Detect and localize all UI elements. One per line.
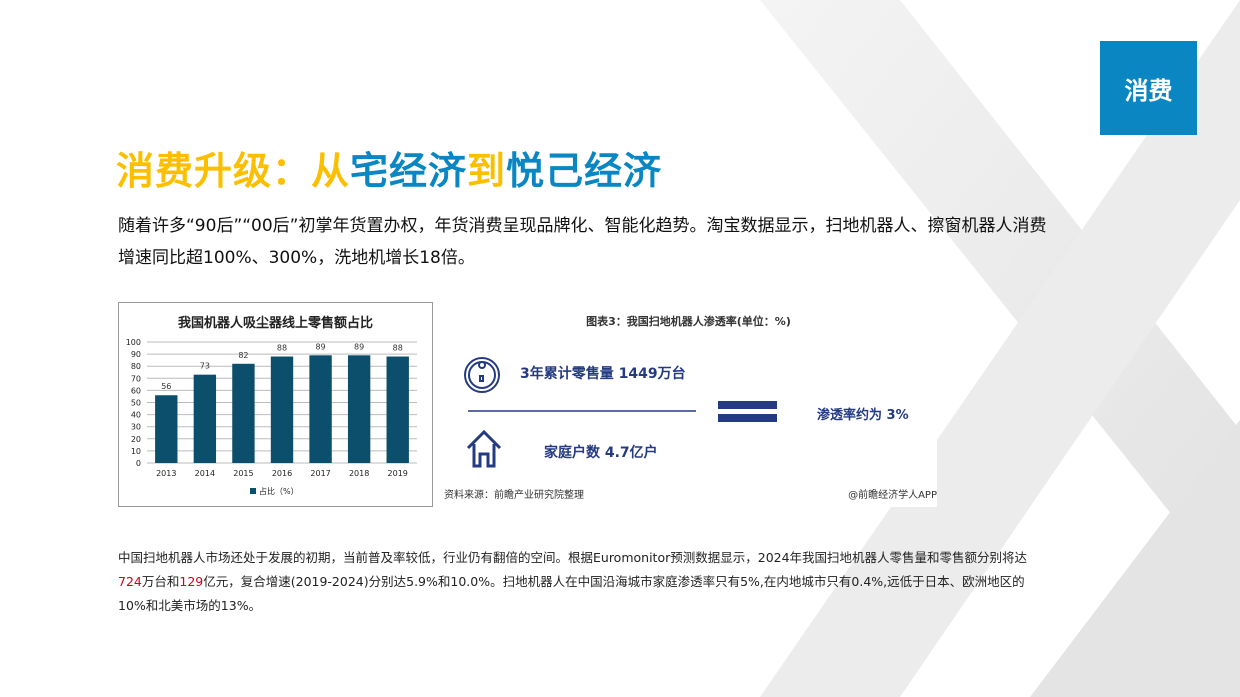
source-text: 资料来源：前瞻产业研究院整理 — [444, 490, 584, 501]
category-tag: 消费 — [1100, 41, 1197, 135]
page-title: 消费升级：从宅经济到悦己经济 — [116, 140, 662, 195]
bar — [270, 356, 294, 463]
highlight-value: 724 — [118, 574, 142, 589]
x-tick-label: 2014 — [195, 469, 215, 478]
y-tick-label: 40 — [131, 411, 141, 420]
house-icon — [466, 429, 502, 468]
x-tick-label: 2015 — [233, 469, 253, 478]
x-tick-label: 2013 — [156, 469, 176, 478]
credit-text: @前瞻经济学人APP — [848, 490, 937, 501]
x-tick-label: 2017 — [310, 469, 330, 478]
data-label: 88 — [393, 344, 403, 353]
data-label: 56 — [161, 382, 171, 391]
penetration-panel: 图表3：我国扫地机器人渗透率(单位：%) 3年累计零售量 1449万台 家庭户数… — [440, 302, 937, 507]
bar — [309, 355, 332, 463]
x-tick-label: 2018 — [349, 469, 369, 478]
data-label: 88 — [277, 344, 287, 353]
title-part: 消费升级：从 — [116, 149, 351, 193]
y-tick-label: 100 — [126, 338, 141, 347]
equals-icon — [718, 401, 777, 422]
y-tick-label: 90 — [131, 350, 141, 359]
robot-vacuum-icon — [464, 357, 500, 393]
data-label: 82 — [238, 351, 248, 360]
y-tick-label: 50 — [131, 399, 141, 408]
footer-text: 中国扫地机器人市场还处于发展的初期，当前普及率较低，行业仍有翻倍的空间。根据Eu… — [118, 550, 1028, 565]
y-tick-label: 30 — [131, 423, 141, 432]
penetration-result: 渗透率约为 3% — [817, 408, 909, 423]
households-text: 家庭户数 4.7亿户 — [544, 445, 658, 461]
bar — [386, 356, 409, 463]
footer-text: 亿元，复合增速(2019-2024)分别达5.9%和10.0%。扫地机器人在中国… — [118, 574, 1025, 613]
footer-text: 万台和 — [141, 574, 180, 589]
bar — [193, 374, 217, 463]
y-tick-label: 60 — [131, 386, 141, 395]
data-label: 73 — [200, 362, 210, 371]
title-part: 悦己经济 — [506, 149, 663, 193]
x-tick-label: 2019 — [388, 469, 408, 478]
highlight-value: 129 — [179, 574, 204, 589]
y-tick-label: 70 — [131, 374, 141, 383]
intro-paragraph: 随着许多“90后”“00后”初掌年货置办权，年货消费呈现品牌化、智能化趋势。淘宝… — [118, 216, 1047, 268]
title-part: 到 — [467, 149, 507, 193]
bar — [347, 355, 371, 463]
y-tick-label: 80 — [131, 362, 141, 371]
data-label: 89 — [315, 342, 325, 351]
bar-chart: 我国机器人吸尘器线上零售额占比 0 10 20 30 40 50 60 70 80 90 100 56… — [118, 302, 433, 507]
y-tick-label: 0 — [136, 459, 141, 468]
y-tick-label: 20 — [131, 435, 141, 444]
sales-text: 3年累计零售量 1449万台 — [520, 366, 686, 382]
bar — [155, 395, 178, 463]
legend-label: 占比（%） — [259, 486, 299, 496]
legend-swatch — [250, 488, 256, 494]
bar — [232, 363, 255, 463]
data-label: 89 — [354, 342, 364, 351]
panel-title: 图表3：我国扫地机器人渗透率(单位：%) — [586, 315, 791, 328]
footer-paragraph: 中国扫地机器人市场还处于发展的初期，当前普及率较低，行业仍有翻倍的空间。根据Eu… — [118, 546, 1038, 618]
x-tick-label: 2016 — [272, 469, 292, 478]
title-part: 宅经济 — [350, 149, 468, 193]
chart-svg: 0 10 20 30 40 50 60 70 80 90 100 56 2013 73 2014 82 2015… — [126, 338, 417, 496]
panel-graphics — [464, 357, 777, 468]
y-tick-label: 10 — [131, 447, 141, 456]
chart-title: 我国机器人吸尘器线上零售额占比 — [177, 316, 373, 331]
